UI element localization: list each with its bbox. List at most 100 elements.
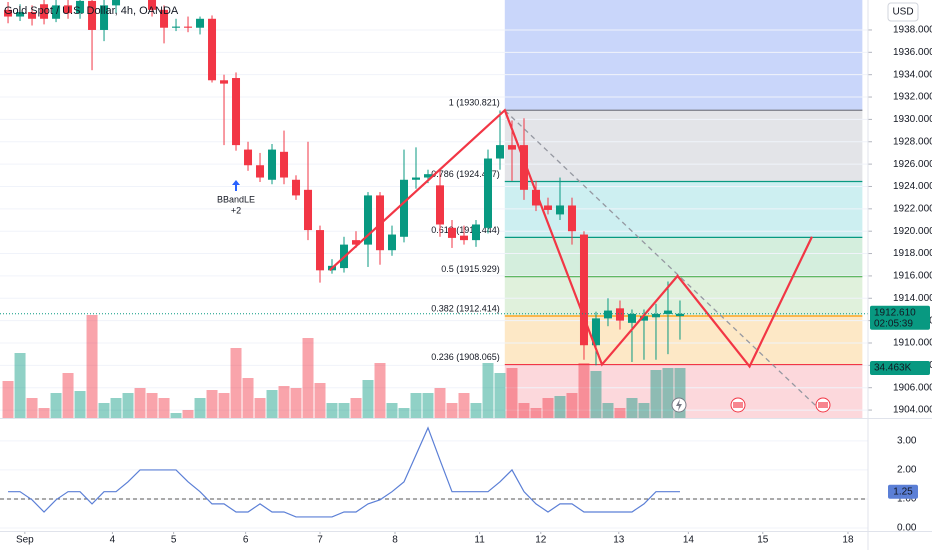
y-tick-label: 2.00: [897, 465, 917, 476]
candle-body: [579, 234, 588, 346]
candle-body: [148, 0, 157, 10]
y-tick-label: 1934.000: [893, 69, 932, 80]
volume-bar: [326, 403, 338, 418]
x-tick-label: Sep: [16, 535, 34, 546]
volume-bar: [350, 398, 362, 418]
candle-body: [244, 149, 253, 166]
volume-bar: [266, 390, 278, 418]
volume-bar: [662, 368, 674, 418]
fib-label: 0.618 (1919.444): [431, 225, 500, 235]
candle-body: [16, 12, 25, 17]
candle-body: [412, 177, 421, 180]
volume-bar: [26, 398, 38, 418]
candle-body: [651, 313, 660, 318]
volume-bar: [182, 410, 194, 418]
fib-label: 1 (1930.821): [449, 98, 500, 108]
volume-bar: [638, 403, 650, 418]
y-tick-label: 1922.000: [893, 203, 932, 214]
price-pane: 1 (1930.821) 0.786 (1924.447) 0.618 (1919.…: [0, 0, 868, 418]
y-tick-label: 1904.000: [893, 405, 932, 416]
volume-bar: [218, 392, 230, 418]
flag-icon: [733, 402, 743, 408]
volume-bar: [2, 380, 14, 418]
indicator-box: [888, 484, 918, 499]
x-tick-label: 11: [474, 535, 485, 546]
volume-bar: [602, 403, 614, 418]
volume-bar: [74, 391, 86, 418]
volume-bar: [254, 398, 266, 418]
volume-bar: [338, 403, 350, 418]
candle-body: [88, 0, 97, 30]
volume-bar: [566, 392, 578, 418]
volume-bar: [146, 392, 158, 418]
volume-bar: [242, 378, 254, 418]
trend-line: [504, 109, 821, 411]
candle-body: [172, 26, 181, 28]
fib-zone: [504, 0, 863, 111]
candle-body: [567, 205, 576, 232]
chart-title: Gold Spot / U.S. Dollar, 4h, OANDA: [4, 5, 179, 17]
volume-bar: [542, 398, 554, 418]
candle-body: [256, 165, 265, 178]
volume-bar: [434, 388, 446, 418]
volume-bar: [194, 398, 206, 418]
candle-body: [543, 205, 552, 210]
candle-body: [64, 5, 73, 14]
candle-body: [232, 78, 241, 146]
y-tick-label: 1.00: [897, 494, 917, 505]
volume-bar: [170, 413, 182, 418]
candle-body: [471, 224, 480, 241]
candle-body: [280, 151, 289, 178]
overlay: 1904.0001906.0001908.0001910.0001912.000…: [16, 25, 932, 546]
x-tick-label: 15: [757, 535, 769, 546]
candle-body: [364, 195, 373, 245]
candle-body: [292, 179, 301, 196]
volume-bar: [518, 403, 530, 418]
volume-bar: [650, 370, 662, 418]
candle-body: [100, 5, 109, 30]
y-tick-label: 1932.000: [893, 92, 932, 103]
candle-body: [435, 185, 444, 225]
fib-zone: [504, 181, 863, 238]
volume-label: 34.463K: [874, 363, 912, 374]
x-tick-label: 18: [842, 535, 854, 546]
candle-body: [160, 9, 169, 28]
candle-body: [112, 0, 121, 6]
fib-zone: [504, 110, 863, 182]
y-tick-label: 1906.000: [893, 382, 932, 393]
volume-bar: [230, 348, 242, 418]
candle-body: [220, 80, 229, 84]
candle-body: [639, 316, 648, 321]
candle-body: [627, 313, 636, 323]
annotation-detail: +2: [231, 205, 241, 215]
currency-box[interactable]: [887, 2, 919, 22]
countdown: 02:05:39: [874, 318, 913, 329]
fib-label: 0.382 (1912.414): [431, 303, 500, 313]
candle-body: [52, 5, 61, 19]
y-tick-label: 1910.000: [893, 338, 932, 349]
y-tick-label: 1936.000: [893, 47, 932, 58]
volume-bar: [422, 392, 434, 418]
x-tick-label: 5: [171, 535, 177, 546]
pattern-line: [328, 108, 813, 369]
y-tick-label: 0.00: [897, 523, 917, 534]
y-tick-label: 3.00: [897, 436, 917, 447]
candle-body: [675, 313, 684, 317]
volume-bar: [38, 407, 50, 418]
candle-body: [603, 310, 612, 319]
candle-body: [268, 149, 277, 180]
volume-bar: [314, 383, 326, 418]
candle-body: [40, 4, 49, 19]
y-tick-label: 1928.000: [893, 136, 932, 147]
fib-label: 0.236 (1908.065): [431, 352, 500, 362]
x-tick-label: 14: [683, 535, 695, 546]
indicator-label: 1.25: [893, 486, 913, 497]
volume-bar: [674, 368, 686, 418]
volume-bar: [578, 363, 590, 418]
y-tick-label: 1924.000: [893, 181, 932, 192]
volume-bar: [626, 398, 638, 418]
volume-bar: [482, 363, 494, 418]
candle-body: [388, 234, 397, 251]
volume-bar: [506, 368, 518, 418]
volume-bar: [386, 403, 398, 418]
